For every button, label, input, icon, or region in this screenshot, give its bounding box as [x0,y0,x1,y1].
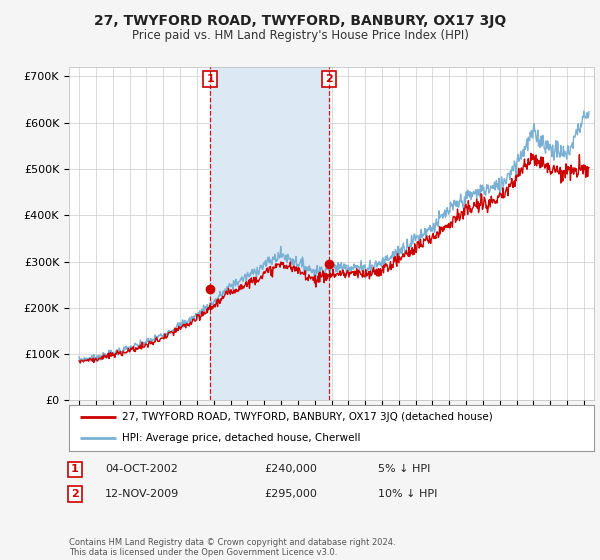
Text: 2: 2 [325,74,333,84]
Text: HPI: Average price, detached house, Cherwell: HPI: Average price, detached house, Cher… [121,433,360,444]
Text: 1: 1 [206,74,214,84]
Text: 27, TWYFORD ROAD, TWYFORD, BANBURY, OX17 3JQ: 27, TWYFORD ROAD, TWYFORD, BANBURY, OX17… [94,14,506,28]
Text: £240,000: £240,000 [264,464,317,474]
Text: 2: 2 [71,489,79,499]
Text: Price paid vs. HM Land Registry's House Price Index (HPI): Price paid vs. HM Land Registry's House … [131,29,469,42]
Text: 5% ↓ HPI: 5% ↓ HPI [378,464,430,474]
Text: 1: 1 [71,464,79,474]
Text: 04-OCT-2002: 04-OCT-2002 [105,464,178,474]
Text: 12-NOV-2009: 12-NOV-2009 [105,489,179,499]
Bar [211,67,329,400]
Text: 27, TWYFORD ROAD, TWYFORD, BANBURY, OX17 3JQ (detached house): 27, TWYFORD ROAD, TWYFORD, BANBURY, OX17… [121,412,492,422]
Text: Contains HM Land Registry data © Crown copyright and database right 2024.
This d: Contains HM Land Registry data © Crown c… [69,538,395,557]
Text: £295,000: £295,000 [264,489,317,499]
Text: 10% ↓ HPI: 10% ↓ HPI [378,489,437,499]
